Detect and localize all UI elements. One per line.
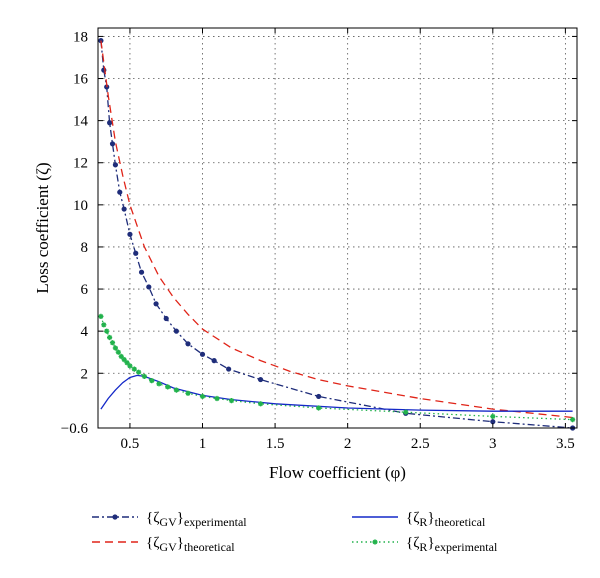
legend-label: {ζR}experimental bbox=[406, 535, 498, 554]
data-point bbox=[258, 401, 264, 407]
data-point bbox=[316, 405, 322, 411]
plot-frame bbox=[97, 27, 578, 429]
data-point bbox=[226, 366, 232, 372]
data-point bbox=[107, 120, 113, 126]
data-point bbox=[163, 315, 169, 322]
data-point bbox=[101, 322, 107, 328]
legend: {ζGV}experimental {ζGV}theoretical {ζR}the… bbox=[92, 510, 498, 554]
x-tick-label: 3.5 bbox=[556, 436, 575, 452]
data-point bbox=[121, 357, 127, 363]
legend-label: {ζR}theoretical bbox=[406, 510, 486, 529]
y-tick-label: 8 bbox=[81, 240, 89, 256]
series-0 bbox=[98, 38, 576, 431]
legend-item-2: {ζR}theoretical bbox=[352, 510, 486, 529]
data-point bbox=[153, 301, 159, 307]
series-3 bbox=[98, 313, 576, 423]
legend-item-1: {ζGV}theoretical bbox=[92, 535, 235, 554]
data-point bbox=[107, 334, 113, 341]
data-point bbox=[146, 284, 152, 290]
x-tick-label: 1 bbox=[199, 436, 207, 452]
y-tick-label: 2 bbox=[81, 366, 89, 382]
data-point bbox=[112, 162, 119, 168]
y-axis-title: Loss coefficient (ζ) bbox=[33, 162, 52, 293]
x-tick-label: 3 bbox=[489, 436, 497, 452]
data-point bbox=[165, 384, 171, 390]
x-axis-title: Flow coefficient (φ) bbox=[269, 463, 406, 482]
series-line bbox=[100, 40, 573, 419]
series-line bbox=[100, 40, 573, 429]
data-point bbox=[173, 328, 179, 334]
series-layer bbox=[98, 38, 576, 431]
legend-marker bbox=[372, 539, 378, 545]
y-tick-label: −0.6 bbox=[61, 421, 89, 437]
x-tick-label: 2 bbox=[344, 436, 352, 452]
x-tick-label: 0.5 bbox=[121, 436, 140, 452]
data-point bbox=[316, 393, 322, 400]
y-tick-label: 6 bbox=[81, 282, 89, 298]
data-point bbox=[138, 269, 145, 275]
data-point bbox=[156, 381, 162, 387]
x-tick-label: 1.5 bbox=[266, 436, 285, 452]
data-point bbox=[199, 351, 206, 357]
data-point bbox=[109, 141, 116, 147]
data-point bbox=[98, 313, 104, 319]
legend-label: {ζGV}theoretical bbox=[146, 535, 235, 554]
data-point bbox=[141, 373, 147, 379]
data-point bbox=[112, 345, 118, 351]
series-line bbox=[100, 374, 573, 412]
legend-marker bbox=[112, 514, 118, 520]
y-tick-label: 18 bbox=[73, 29, 88, 45]
y-tick-label: 10 bbox=[73, 198, 88, 214]
series-1 bbox=[100, 40, 573, 419]
data-point bbox=[136, 369, 142, 375]
data-point bbox=[490, 413, 496, 419]
data-point bbox=[403, 409, 409, 415]
legend-item-0: {ζGV}experimental bbox=[92, 510, 247, 529]
data-point bbox=[124, 360, 130, 366]
legend-item-3: {ζR}experimental bbox=[352, 535, 498, 554]
data-point bbox=[109, 340, 116, 346]
grid bbox=[98, 28, 577, 429]
data-point bbox=[185, 390, 191, 396]
y-tick-label: 4 bbox=[81, 324, 89, 340]
data-point bbox=[173, 387, 179, 393]
data-point bbox=[490, 419, 496, 425]
data-point bbox=[118, 353, 124, 359]
legend-label: {ζGV}experimental bbox=[146, 510, 247, 529]
data-point bbox=[149, 378, 155, 384]
data-point bbox=[199, 393, 206, 399]
data-point bbox=[570, 417, 576, 423]
data-point bbox=[117, 189, 123, 195]
data-point bbox=[121, 206, 127, 212]
series-line bbox=[100, 316, 573, 421]
data-point bbox=[257, 376, 264, 383]
data-point bbox=[133, 250, 139, 256]
data-point bbox=[185, 341, 191, 347]
y-tick-label: 16 bbox=[73, 72, 89, 88]
series-2 bbox=[100, 374, 573, 412]
data-point bbox=[211, 358, 217, 364]
data-point bbox=[104, 328, 110, 334]
data-point bbox=[228, 398, 235, 404]
y-tick-label: 12 bbox=[73, 156, 88, 172]
x-tick-label: 2.5 bbox=[411, 436, 430, 452]
ticks: 0.5 1 1.5 2 2.5 3 3.5 −0.6 2 4 6 8 10 12 14 16 18 bbox=[61, 28, 577, 452]
y-tick-label: 14 bbox=[73, 114, 89, 130]
data-point bbox=[127, 231, 133, 237]
data-point bbox=[214, 395, 220, 402]
data-point bbox=[127, 363, 133, 369]
data-point bbox=[131, 366, 137, 372]
data-point bbox=[115, 349, 121, 355]
